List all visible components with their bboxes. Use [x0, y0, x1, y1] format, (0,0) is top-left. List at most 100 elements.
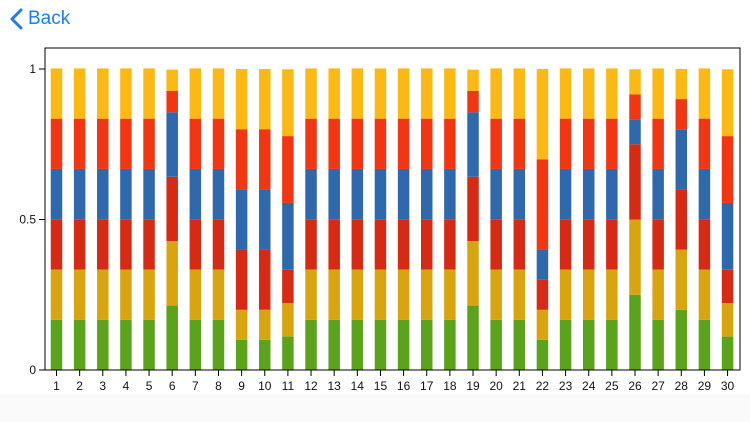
bar-segment-27-6	[652, 68, 664, 119]
bar-segment-15-6	[374, 68, 387, 119]
bar-segment-26-2	[629, 219, 641, 295]
x-tick-label: 18	[443, 379, 457, 393]
bar-segment-7-2	[189, 269, 202, 320]
bar-segment-30-2	[721, 303, 734, 337]
bar-segment-13-2	[328, 269, 340, 320]
bar-segment-17-3	[420, 219, 433, 270]
bar-segment-5-6	[143, 68, 155, 119]
bar-segment-12-2	[305, 269, 317, 320]
y-tick-label: 0	[29, 363, 36, 377]
bar-segment-8-5	[212, 118, 225, 169]
bar-segment-2-1	[73, 319, 86, 370]
bar-segment-12-4	[305, 168, 317, 220]
bar-segment-23-6	[559, 68, 572, 119]
bar-segment-20-4	[490, 168, 502, 220]
bar-segment-12-3	[305, 219, 317, 270]
bar-segment-19-3	[467, 176, 479, 242]
bar-segment-25-3	[606, 219, 618, 270]
x-tick-label: 22	[536, 379, 550, 393]
bar-segment-9-1	[235, 339, 248, 370]
bar-segment-5-5	[143, 118, 155, 169]
bar-segment-1-2	[50, 269, 63, 320]
bar-segment-30-4	[721, 202, 734, 270]
bar-segment-14-4	[351, 168, 364, 220]
bar-segment-26-3	[629, 144, 641, 220]
bar-segment-19-2	[467, 241, 479, 306]
bar-segment-22-1	[536, 339, 549, 370]
bar-segment-18-1	[444, 319, 456, 370]
bar-segment-13-1	[328, 319, 340, 370]
bar-segment-17-2	[420, 269, 433, 320]
bar-segment-17-6	[420, 68, 433, 119]
bar-segment-4-6	[120, 68, 132, 119]
x-tick-label: 27	[651, 379, 665, 393]
bar-segment-21-3	[513, 219, 526, 270]
bar-segment-29-4	[698, 168, 711, 220]
bar-segment-5-3	[143, 219, 155, 270]
bar-segment-12-1	[305, 319, 317, 370]
bar-segment-25-1	[606, 319, 618, 370]
bar-segment-21-2	[513, 269, 526, 320]
bar-segment-24-3	[582, 219, 595, 270]
bar-segment-2-3	[73, 219, 86, 270]
bar-segment-27-3	[652, 219, 664, 270]
bar-segment-10-5	[259, 129, 271, 190]
bar-segment-16-4	[397, 168, 410, 220]
bar-segment-23-4	[559, 168, 572, 220]
bar-segment-5-4	[143, 168, 155, 220]
bar-segment-23-1	[559, 319, 572, 370]
x-tick-label: 11	[282, 379, 295, 393]
bar-segment-19-5	[467, 90, 479, 113]
bar-segment-7-3	[189, 219, 202, 270]
bar-segment-22-3	[536, 279, 549, 310]
x-tick-label: 8	[215, 379, 222, 393]
bar-segment-20-6	[490, 68, 502, 119]
bar-segment-18-4	[444, 168, 456, 220]
plot-frame	[44, 47, 741, 371]
bar-segment-9-5	[235, 129, 248, 190]
bar-segment-6-6	[166, 69, 178, 91]
bar-segment-15-2	[374, 269, 387, 320]
bar-segment-25-6	[606, 68, 618, 119]
x-tick-label: 25	[605, 379, 619, 393]
bar-segment-30-3	[721, 269, 734, 304]
bar-segment-24-6	[582, 68, 595, 119]
bar-segment-14-5	[351, 118, 364, 169]
bar-segment-29-6	[698, 68, 711, 119]
back-label: Back	[28, 8, 71, 29]
bar-segment-6-3	[166, 176, 178, 242]
bar-segment-26-5	[629, 94, 641, 120]
bar-segment-18-3	[444, 219, 456, 270]
bar-segment-3-2	[97, 269, 109, 320]
bar-segment-18-5	[444, 118, 456, 169]
bar-segment-19-1	[467, 305, 479, 370]
bar-segment-29-2	[698, 269, 711, 320]
bar-segment-3-6	[97, 68, 109, 119]
back-button[interactable]: Back	[10, 4, 70, 34]
bar-segment-26-4	[629, 119, 641, 145]
x-tick-label: 9	[238, 379, 245, 393]
bar-segment-18-6	[444, 68, 456, 119]
bar-segment-3-5	[97, 118, 109, 169]
bar-segment-28-3	[675, 189, 688, 250]
bar-segment-10-2	[259, 309, 271, 340]
x-tick-label: 29	[698, 379, 712, 393]
bar-segment-15-3	[374, 219, 387, 270]
y-tick-label: 1	[29, 62, 36, 76]
bar-segment-23-2	[559, 269, 572, 320]
bar-segment-20-3	[490, 219, 502, 270]
x-tick-label: 20	[489, 379, 503, 393]
bar-segment-16-6	[397, 68, 410, 119]
bar-segment-13-5	[328, 118, 340, 169]
bar-segment-27-1	[652, 319, 664, 370]
x-tick-label: 14	[351, 379, 365, 393]
bar-segment-30-1	[721, 336, 734, 370]
bottom-band	[0, 394, 750, 422]
bar-segment-27-4	[652, 168, 664, 220]
bar-segment-2-5	[73, 118, 86, 169]
y-tick-label: 0.5	[19, 213, 36, 227]
bar-segment-16-1	[397, 319, 410, 370]
x-tick-label: 28	[675, 379, 689, 393]
bar-segment-17-1	[420, 319, 433, 370]
